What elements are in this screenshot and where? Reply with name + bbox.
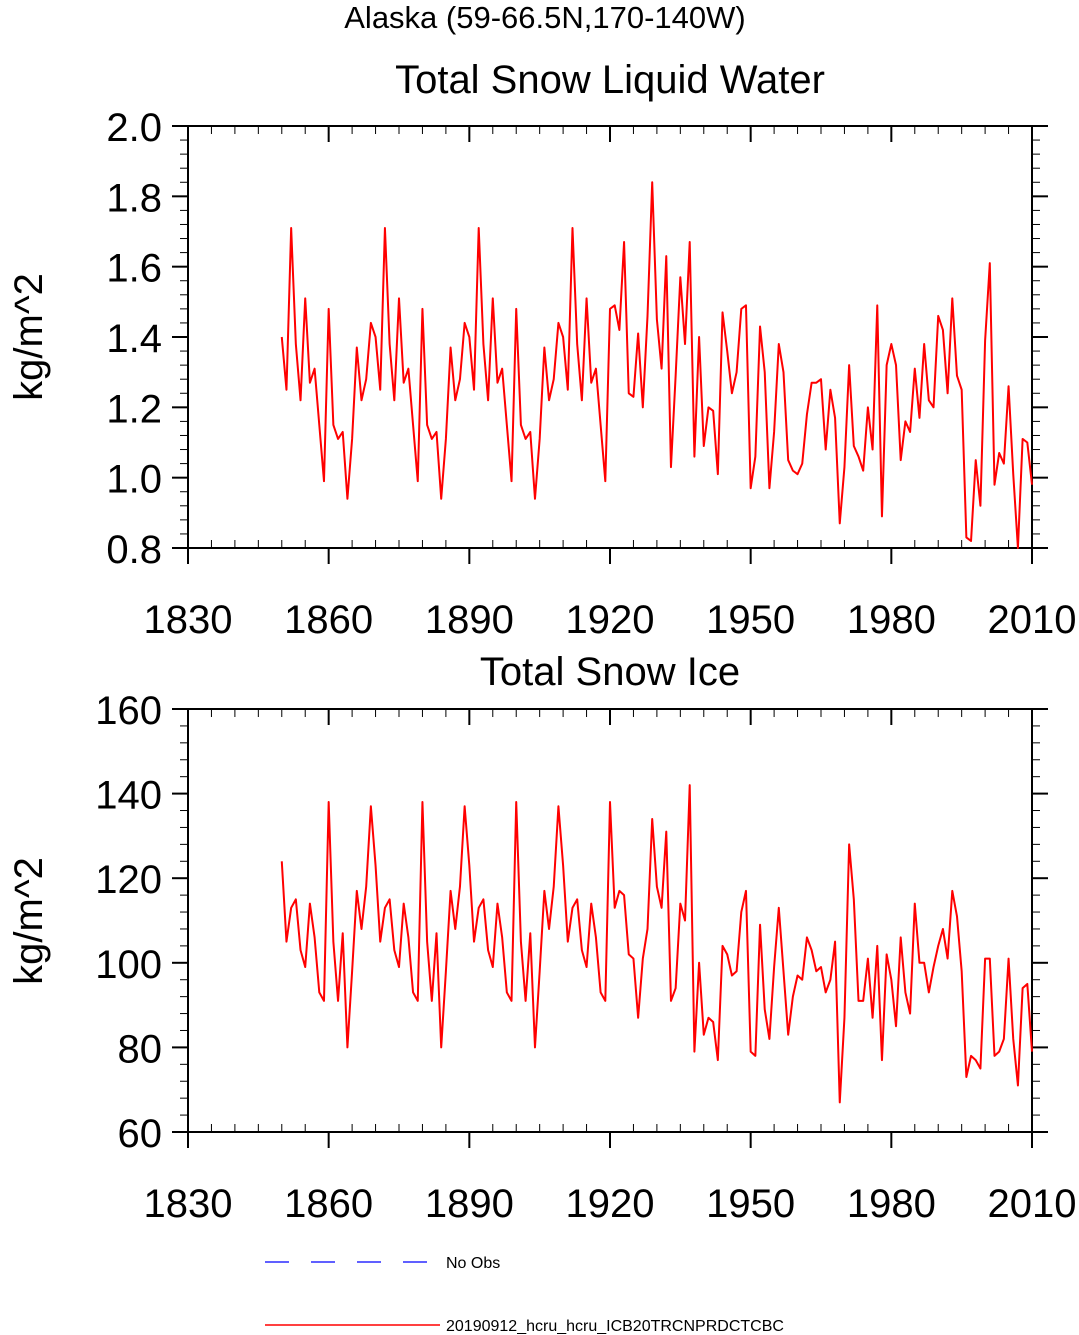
x-tick-label: 1950 [706,598,795,642]
x-tick-label: 2010 [988,1182,1077,1226]
y-tick-label: 0.8 [106,528,162,572]
x-tick-label: 2010 [988,598,1077,642]
x-tick-label: 1980 [847,1182,936,1226]
legend: No Obs 20190912_hcru_hcru_ICB20TRCNPRDCT… [265,1255,784,1335]
y-axis-label: kg/m^2 [7,857,51,985]
y-tick-label: 1.4 [106,317,162,361]
legend-label-model: 20190912_hcru_hcru_ICB20TRCNPRDCTCBC [446,1318,784,1335]
x-tick-label: 1830 [144,598,233,642]
y-tick-label: 100 [95,943,162,987]
legend-label-no-obs: No Obs [446,1255,500,1272]
x-tick-label: 1890 [425,598,514,642]
plot-frame [187,708,1033,1133]
y-tick-label: 80 [118,1027,163,1071]
y-tick-label: 1.8 [106,176,162,220]
y-tick-label: 120 [95,858,162,902]
figure-title: Alaska (59-66.5N,170-140W) [344,0,745,35]
y-axis-label: kg/m^2 [7,273,51,401]
y-tick-label: 160 [95,689,162,733]
series-line [280,784,1033,1104]
y-tick-label: 2.0 [106,106,162,150]
x-tick-label: 1950 [706,1182,795,1226]
panel-snow-ice: Total Snow Ice kg/m^2 60 80 100 120 140 160 18… [7,650,1076,1226]
chart-title: Total Snow Liquid Water [395,58,825,102]
plot-frame [187,125,1033,549]
y-tick-label: 140 [95,774,162,818]
x-tick-label: 1830 [144,1182,233,1226]
series-line [280,181,1033,549]
y-tick-label: 1.0 [106,458,162,502]
x-tick-label: 1920 [566,598,655,642]
y-tick-label: 1.6 [106,247,162,291]
chart-title: Total Snow Ice [480,650,740,694]
x-tick-label: 1980 [847,598,936,642]
y-tick-label: 60 [118,1112,163,1156]
x-tick-label: 1860 [284,1182,373,1226]
x-tick-label: 1890 [425,1182,514,1226]
y-tick-label: 1.2 [106,387,162,431]
x-tick-label: 1920 [566,1182,655,1226]
panel-snow-liquid-water: Total Snow Liquid Water kg/m^2 0.8 1.0 1.2… [7,58,1076,642]
x-tick-label: 1860 [284,598,373,642]
